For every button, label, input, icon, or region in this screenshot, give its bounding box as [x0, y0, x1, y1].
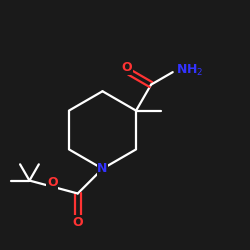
Text: N: N	[97, 162, 108, 175]
Text: O: O	[122, 61, 132, 74]
Text: NH$_2$: NH$_2$	[176, 63, 204, 78]
Text: O: O	[47, 176, 58, 189]
Text: O: O	[72, 216, 83, 229]
